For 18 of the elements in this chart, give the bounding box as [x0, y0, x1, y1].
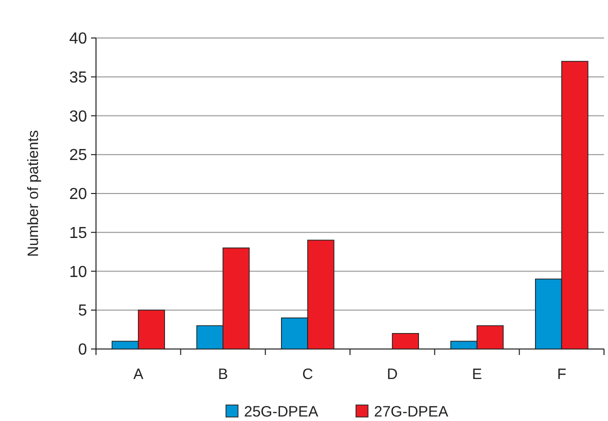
y-tick-label: 20	[69, 186, 88, 204]
x-tick-label: B	[218, 366, 228, 383]
y-tick-label: 40	[69, 30, 88, 48]
y-tick-label: 0	[78, 342, 88, 359]
y-tick-label: 25	[69, 147, 88, 164]
y-tick-label: 10	[69, 264, 88, 281]
x-tick-label: D	[386, 366, 398, 383]
x-tick-label: C	[302, 366, 314, 383]
legend-label: 25G-DPEA	[244, 403, 318, 420]
x-tick-label: A	[133, 366, 144, 383]
y-tick-label: 5	[78, 302, 88, 320]
x-tick-label: F	[557, 366, 566, 383]
y-axis-title: Number of patients	[25, 130, 42, 257]
y-tick-label: 35	[69, 69, 88, 86]
y-tick-label: 15	[69, 224, 88, 242]
legend-label: 27G-DPEA	[374, 403, 448, 420]
x-tick-label: E	[472, 366, 482, 383]
y-tick-label: 30	[69, 108, 88, 126]
